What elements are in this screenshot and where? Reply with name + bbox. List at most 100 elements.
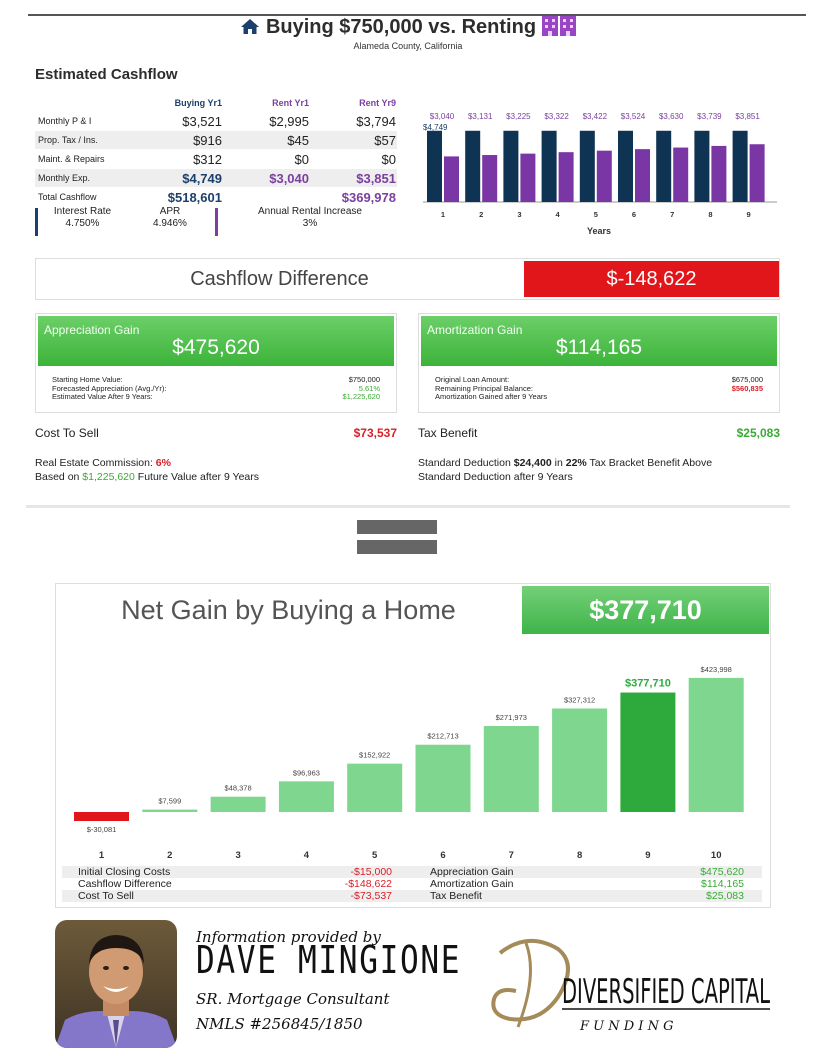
tick-label: 1 xyxy=(99,850,105,861)
table-row: Maint. & Repairs $312 $0 $0 xyxy=(35,150,397,169)
tick-label: 2 xyxy=(479,210,483,219)
cell: Cashflow Difference xyxy=(78,878,172,890)
bracket-suffix: Tax Bracket Benefit Above xyxy=(589,457,713,469)
data-label: $3,322 xyxy=(544,112,569,121)
amortization-gain-header: Amortization Gain $114,165 xyxy=(421,316,777,366)
x-axis-label: Years xyxy=(587,226,611,236)
bar-buying xyxy=(541,130,557,202)
cell: $2,995 xyxy=(269,113,309,129)
tick-label: 8 xyxy=(577,850,582,861)
net-gain-bar xyxy=(278,781,334,812)
bar-renting xyxy=(749,144,765,202)
net-gain-table: Initial Closing Costs -$15,000 Appreciat… xyxy=(62,866,762,902)
bar-renting xyxy=(520,153,536,202)
bar-renting xyxy=(673,147,689,202)
cell: Tax Benefit xyxy=(430,890,482,902)
cell: $475,620 xyxy=(700,866,744,878)
data-label: $423,998 xyxy=(701,665,732,674)
detail-label: Forecasted Appreciation (Avg./Yr): xyxy=(52,383,167,393)
tax-benefit-detail: Standard Deduction $24,400 in 22% Tax Br… xyxy=(418,456,788,484)
tick-label: 9 xyxy=(747,210,751,219)
cell: $25,083 xyxy=(706,890,744,902)
net-gain-bar xyxy=(142,809,198,812)
tick-label: 2 xyxy=(167,850,172,861)
net-gain-bar xyxy=(347,763,403,812)
apr-value: 4.946% xyxy=(153,218,187,229)
table-row: Prop. Tax / Ins. $916 $45 $57 xyxy=(35,131,397,150)
cashflow-table: Buying Yr1 Rent Yr1 Rent Yr9 Monthly P &… xyxy=(35,98,397,207)
bar-buying xyxy=(656,130,672,202)
tick-label: 7 xyxy=(670,210,674,219)
detail-label: Amortization Gained after 9 Years xyxy=(435,392,548,401)
cashflow-rows: Monthly P & I $3,521 $2,995 $3,794 Prop.… xyxy=(35,112,397,207)
cost-to-sell-label: Cost To Sell xyxy=(35,426,99,440)
cell: $0 xyxy=(294,151,309,167)
cell: $3,040 xyxy=(269,170,309,186)
equals-sign-bottom xyxy=(357,540,437,554)
amortization-gain-box: Amortization Gain $114,165 Original Loan… xyxy=(418,313,780,413)
tax-benefit-label: Tax Benefit xyxy=(418,426,478,440)
tick-label: 6 xyxy=(440,850,445,861)
data-label: $3,131 xyxy=(468,112,493,121)
tick-label: 3 xyxy=(235,850,240,861)
row-label: Maint. & Repairs xyxy=(38,154,105,164)
tick-label: 1 xyxy=(441,210,445,219)
appreciation-details: Starting Home Value: $750,000 Forecasted … xyxy=(52,375,380,402)
bar-renting xyxy=(711,145,727,202)
appreciation-gain-title: Appreciation Gain xyxy=(44,323,140,337)
cell: Amortization Gain xyxy=(430,878,514,890)
detail-value: 5.61% xyxy=(358,383,380,393)
data-label: $3,630 xyxy=(659,112,684,121)
data-label: $327,312 xyxy=(564,695,595,704)
title-text: Buying $750,000 vs. Renting xyxy=(265,16,537,38)
tick-label: 5 xyxy=(372,850,378,861)
tick-label: 4 xyxy=(556,210,561,219)
cell: Initial Closing Costs xyxy=(78,866,171,878)
data-label: $3,524 xyxy=(621,112,646,121)
rates-summary: Interest Rate 4.750% APR 4.946% Annual R… xyxy=(35,206,397,236)
data-label: $96,963 xyxy=(293,768,320,777)
data-label: $377,710 xyxy=(625,678,671,690)
section-divider xyxy=(26,505,790,508)
bar-renting xyxy=(635,149,650,202)
bar-renting xyxy=(596,150,612,202)
detail-row: Forecasted Appreciation (Avg./Yr): 5.61% xyxy=(52,383,380,394)
detail-label: Remaining Principal Balance: xyxy=(435,383,533,393)
future-value: $1,225,620 xyxy=(82,471,135,483)
cashflow-difference-box: Cashflow Difference $-148,622 xyxy=(35,258,780,300)
bar-buying xyxy=(694,130,710,202)
detail-value: $560,835 xyxy=(731,383,763,393)
detail-label: Starting Home Value: xyxy=(52,375,123,384)
data-label: $152,922 xyxy=(359,751,390,760)
tax-benefit-value: $25,083 xyxy=(736,426,780,440)
detail-row: Original Loan Amount: $675,000 xyxy=(435,375,763,385)
net-gain-bar xyxy=(210,796,266,812)
location-subtitle: Alameda County, California xyxy=(353,41,463,51)
tick-label: 10 xyxy=(711,850,722,861)
apr: APR 4.946% xyxy=(135,206,205,230)
col-rent-yr1: Rent Yr1 xyxy=(272,98,309,108)
table-row: Cost To Sell -$73,537 Tax Benefit $25,08… xyxy=(62,890,762,902)
detail-row: Estimated Value After 9 Years: $1,225,620 xyxy=(52,392,380,402)
bar-renting xyxy=(558,152,574,202)
bar-buying xyxy=(732,130,748,202)
deduction-line2: Standard Deduction after 9 Years xyxy=(418,471,573,483)
data-label: $4,749 xyxy=(423,123,448,132)
data-label: $3,225 xyxy=(506,112,531,121)
appreciation-gain-header: Appreciation Gain $475,620 xyxy=(38,316,394,366)
row-label: Prop. Tax / Ins. xyxy=(38,135,98,145)
deduction-value: $24,400 xyxy=(513,457,552,469)
detail-label: Estimated Value After 9 Years: xyxy=(52,392,153,401)
tax-benefit-line: Tax Benefit $25,083 xyxy=(418,426,780,440)
cell: $369,978 xyxy=(341,189,396,205)
data-label: $48,378 xyxy=(225,784,252,793)
cost-to-sell-line: Cost To Sell $73,537 xyxy=(35,426,397,440)
commission-label: Real Estate Commission: xyxy=(35,457,153,469)
building-icon xyxy=(542,16,577,42)
cell: Cost To Sell xyxy=(78,890,134,902)
cost-to-sell-detail: Real Estate Commission: 6% Based on $1,2… xyxy=(35,456,405,484)
table-row: Monthly P & I $3,521 $2,995 $3,794 xyxy=(35,112,397,131)
logo-text: DIVERSIFIED CAPITAL xyxy=(562,972,770,1012)
cell: -$15,000 xyxy=(350,866,392,878)
monthly-expense-chart: $3,040 1 $3,131 2 $3,225 3 $3,322 4 $3,422 5 $3,52… xyxy=(423,112,777,236)
